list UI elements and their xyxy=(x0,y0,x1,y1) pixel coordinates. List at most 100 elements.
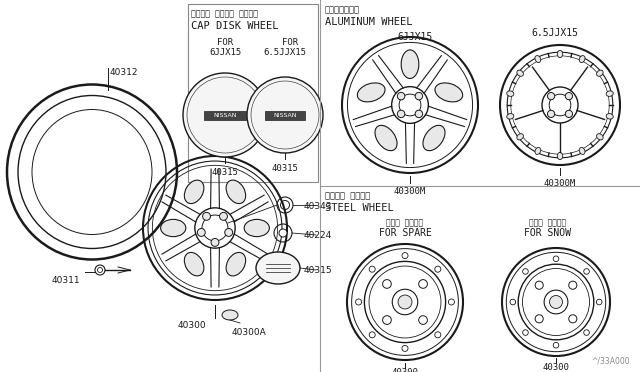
Text: 6.5JJX15: 6.5JJX15 xyxy=(531,28,579,38)
Ellipse shape xyxy=(375,125,397,151)
Text: ^/33A000: ^/33A000 xyxy=(591,356,630,365)
Circle shape xyxy=(419,280,428,288)
Circle shape xyxy=(584,269,589,274)
Circle shape xyxy=(553,256,559,262)
FancyBboxPatch shape xyxy=(204,111,246,120)
Text: 40300M: 40300M xyxy=(544,179,576,188)
Circle shape xyxy=(415,92,422,100)
Text: 40300A: 40300A xyxy=(232,328,267,337)
Circle shape xyxy=(383,316,391,324)
Text: FOR: FOR xyxy=(282,38,298,47)
Text: NISSAN: NISSAN xyxy=(273,113,297,118)
Ellipse shape xyxy=(226,180,246,203)
Text: 40312: 40312 xyxy=(110,68,138,77)
Circle shape xyxy=(584,330,589,335)
Text: FOR SPARE: FOR SPARE xyxy=(379,228,431,238)
Text: 6JJX15: 6JJX15 xyxy=(397,32,433,42)
Text: スペア  タイヤ用: スペア タイヤ用 xyxy=(387,218,424,227)
Ellipse shape xyxy=(517,134,524,140)
Text: FOR SNOW: FOR SNOW xyxy=(525,228,572,238)
Text: NISSAN: NISSAN xyxy=(213,113,237,118)
Circle shape xyxy=(435,332,441,338)
Circle shape xyxy=(356,299,362,305)
Text: 40300: 40300 xyxy=(392,368,419,372)
Text: ALUMINUM WHEEL: ALUMINUM WHEEL xyxy=(325,17,413,27)
Text: 40224: 40224 xyxy=(304,231,332,240)
Circle shape xyxy=(419,316,428,324)
Text: スノー  タイヤ用: スノー タイヤ用 xyxy=(529,218,566,227)
Circle shape xyxy=(547,110,555,118)
Ellipse shape xyxy=(507,91,514,96)
Ellipse shape xyxy=(535,55,541,62)
Text: 40315: 40315 xyxy=(304,266,333,275)
Circle shape xyxy=(523,330,528,335)
Text: 6.5JJX15: 6.5JJX15 xyxy=(264,48,307,57)
Text: 40300: 40300 xyxy=(178,321,207,330)
Circle shape xyxy=(569,315,577,323)
Circle shape xyxy=(220,212,227,220)
Circle shape xyxy=(203,212,211,220)
Circle shape xyxy=(187,77,263,153)
Circle shape xyxy=(569,281,577,289)
Text: CAP DISK WHEEL: CAP DISK WHEEL xyxy=(191,21,278,31)
Text: 40343: 40343 xyxy=(304,202,333,211)
Text: 40300M: 40300M xyxy=(394,187,426,196)
Text: STEEL WHEEL: STEEL WHEEL xyxy=(325,203,394,213)
Ellipse shape xyxy=(596,134,603,140)
Circle shape xyxy=(449,299,454,305)
Circle shape xyxy=(510,299,516,305)
Ellipse shape xyxy=(222,310,238,320)
Ellipse shape xyxy=(606,91,613,96)
Circle shape xyxy=(225,228,233,237)
Circle shape xyxy=(383,280,391,288)
FancyBboxPatch shape xyxy=(265,111,305,120)
Circle shape xyxy=(397,110,405,118)
Ellipse shape xyxy=(606,113,613,119)
Ellipse shape xyxy=(256,252,300,284)
Ellipse shape xyxy=(357,83,385,102)
Text: 40315: 40315 xyxy=(271,164,298,173)
Circle shape xyxy=(535,281,543,289)
Ellipse shape xyxy=(161,219,186,237)
Circle shape xyxy=(397,92,405,100)
Ellipse shape xyxy=(557,50,563,58)
Circle shape xyxy=(211,238,219,246)
Circle shape xyxy=(398,295,412,309)
Ellipse shape xyxy=(579,55,585,62)
Text: ディスク  ホイール  キャップ: ディスク ホイール キャップ xyxy=(191,9,258,18)
Ellipse shape xyxy=(557,153,563,160)
Text: スチール  ホイール: スチール ホイール xyxy=(325,191,371,200)
Ellipse shape xyxy=(596,70,603,76)
Ellipse shape xyxy=(517,70,524,76)
FancyBboxPatch shape xyxy=(188,4,318,182)
Circle shape xyxy=(279,229,287,237)
Circle shape xyxy=(369,332,375,338)
Ellipse shape xyxy=(184,180,204,203)
Text: 40311: 40311 xyxy=(52,276,81,285)
Circle shape xyxy=(369,266,375,272)
Circle shape xyxy=(183,73,267,157)
Circle shape xyxy=(415,110,422,118)
Text: 40300: 40300 xyxy=(543,363,570,372)
Circle shape xyxy=(402,253,408,259)
Text: 40315: 40315 xyxy=(212,168,239,177)
Circle shape xyxy=(535,315,543,323)
Circle shape xyxy=(547,93,555,100)
Ellipse shape xyxy=(184,253,204,276)
Circle shape xyxy=(197,228,205,237)
Ellipse shape xyxy=(535,148,541,154)
Text: FOR: FOR xyxy=(217,38,233,47)
Ellipse shape xyxy=(401,50,419,78)
Ellipse shape xyxy=(579,148,585,154)
Ellipse shape xyxy=(507,113,514,119)
Circle shape xyxy=(565,110,573,118)
Text: アルミホイール: アルミホイール xyxy=(325,5,360,14)
Circle shape xyxy=(565,93,573,100)
Ellipse shape xyxy=(226,253,246,276)
Circle shape xyxy=(251,81,319,149)
Circle shape xyxy=(550,295,563,308)
Circle shape xyxy=(435,266,441,272)
Circle shape xyxy=(247,77,323,153)
Circle shape xyxy=(523,269,528,274)
Ellipse shape xyxy=(244,219,269,237)
